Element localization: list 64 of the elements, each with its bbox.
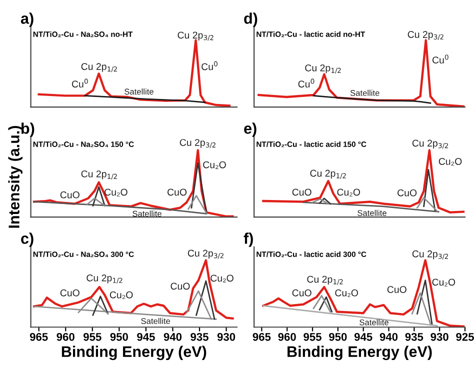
annotation: CuO xyxy=(60,289,80,296)
annotation: Satellite xyxy=(124,88,154,95)
annotation: CuO xyxy=(398,189,417,196)
annotation: Cu$^{0}$ xyxy=(202,61,218,70)
annotation: CuO xyxy=(292,188,312,196)
annotation: Cu 2p$_{1/2}$ xyxy=(86,274,122,284)
annotation: Cu₂O xyxy=(203,161,226,169)
annotation: Cu 2p$_{1/2}$ xyxy=(305,64,341,74)
x-tick-label: 945 xyxy=(354,332,372,341)
y-axis-title: Intensity (a.u.) xyxy=(8,126,22,228)
annotation: Cu₂O xyxy=(335,289,358,298)
annotation: CuO xyxy=(292,289,312,296)
x-tick-label: 940 xyxy=(164,332,182,341)
x-tick-label: 965 xyxy=(252,332,271,341)
annotation: Satellite xyxy=(358,210,386,216)
text: Cu 2p$_{3/2}$ xyxy=(188,250,224,259)
x-tick-label: 955 xyxy=(84,332,102,341)
annotation: CuO xyxy=(168,188,187,196)
annotation: Cu$^{0}$ xyxy=(298,78,314,88)
annotation: CuO xyxy=(170,282,190,290)
x-tick-label: 930 xyxy=(217,332,236,341)
text: Cu 2p$_{3/2}$ xyxy=(412,250,448,260)
annotation: Satellite xyxy=(132,210,162,217)
x-tick-label: 950 xyxy=(329,332,347,341)
annotation: Cu 2p$_{1/2}$ xyxy=(310,170,346,179)
annotation: Satellite xyxy=(360,319,388,326)
annotation: Cu₂O xyxy=(432,278,456,286)
annotation: Cu₂O xyxy=(104,188,128,196)
x-axis-title: Binding Energy (eV) xyxy=(288,346,432,360)
x-tick-label: 925 xyxy=(456,332,474,341)
annotation: CuO xyxy=(60,191,80,198)
x-axis-title: Binding Energy (eV) xyxy=(62,346,206,360)
chart-title: d) xyxy=(244,12,258,27)
x-tick-label: 960 xyxy=(278,332,296,341)
x-tick-label: 935 xyxy=(405,332,424,341)
annotation: Cu$^{0}$ xyxy=(432,54,448,64)
annotation: Cu₂O xyxy=(210,274,234,282)
annotation: Cu₂O xyxy=(110,291,133,300)
text: Cu 2p$_{3/2}$ xyxy=(180,139,216,148)
chart-title: a) xyxy=(20,12,34,27)
x-tick-label: 940 xyxy=(380,332,398,341)
x-tick-label: 945 xyxy=(137,332,155,341)
annotation: Cu₂O xyxy=(438,158,462,166)
annotation: Cu 2p$_{1/2}$ xyxy=(81,63,117,72)
chart-title: e) xyxy=(244,122,256,137)
annotation: CuO xyxy=(387,286,406,293)
x-tick-label: 955 xyxy=(304,332,322,341)
annotation: Cu 2p$_{1/2}$ xyxy=(307,276,343,285)
chart-title: f) xyxy=(244,232,253,247)
x-tick-label: 930 xyxy=(430,332,448,341)
x-tick-label: 965 xyxy=(30,332,48,341)
x-tick-label: 960 xyxy=(56,332,74,341)
text: Cu 2p$_{3/2}$ xyxy=(408,31,444,40)
annotation: Cu$^{0}$ xyxy=(72,78,88,88)
annotation: Satellite xyxy=(350,90,380,96)
x-tick-label: 935 xyxy=(190,332,208,341)
x-tick-label: 950 xyxy=(110,332,128,341)
annotation: Cu 2p$_{3/2}$ xyxy=(178,32,214,41)
chart-title: c) xyxy=(21,232,34,247)
annotation: Satellite xyxy=(141,318,170,324)
chart-title: b) xyxy=(22,122,34,137)
annotation: Cu 2p$_{1/2}$ xyxy=(81,170,117,180)
annotation: Cu₂O xyxy=(337,188,360,196)
text: Cu 2p$_{3/2}$ xyxy=(412,140,448,149)
